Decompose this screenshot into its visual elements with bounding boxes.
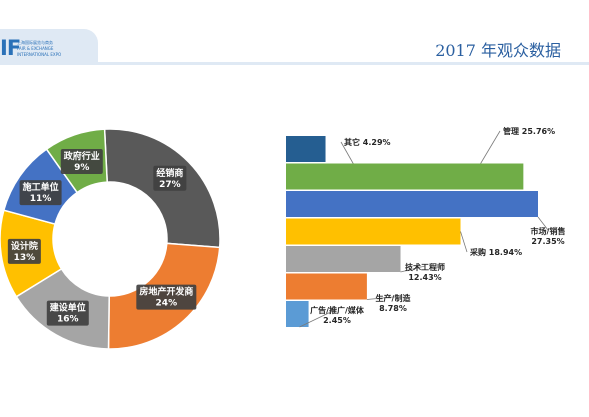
logo-mark: IF xyxy=(0,36,21,60)
bar-value-label: 4.29% xyxy=(363,138,391,147)
label-background xyxy=(136,284,197,310)
slice-value-label: 9% xyxy=(74,163,89,173)
leader-line xyxy=(366,296,394,300)
label-background xyxy=(153,165,187,191)
leader-line xyxy=(537,216,549,231)
logo-line: FAIR & EXCHANGE xyxy=(17,46,54,51)
bar-category-label: 采购 xyxy=(469,247,489,257)
label-background xyxy=(7,238,41,264)
leader-line xyxy=(480,130,501,164)
bar-data-label: 其它 4.29% xyxy=(344,137,391,147)
expo-logo: IF 上海国际展览与商务 FAIR & EXCHANGE INTERNATION… xyxy=(0,36,92,62)
slice-value-label: 27% xyxy=(159,180,181,190)
page-title: 2017 年观众数据 xyxy=(435,41,561,60)
bar-value-label: 12.43% xyxy=(408,273,441,282)
logo-line: 上海国际展览与商务 xyxy=(17,40,53,45)
bar-value-label: 27.35% xyxy=(531,237,564,246)
slice-category-label: 经销商 xyxy=(156,167,183,179)
slice-category-label: 房地产开发商 xyxy=(139,286,193,298)
leader-line xyxy=(400,265,426,273)
leader-line xyxy=(299,308,338,328)
slice-category-label: 施工单位 xyxy=(23,181,59,193)
bar-category-label: 其它 xyxy=(344,137,363,147)
slice-category-label: 建设单位 xyxy=(50,302,86,314)
bar xyxy=(286,163,524,190)
label-background xyxy=(19,180,62,206)
slice-value-label: 16% xyxy=(57,315,79,325)
bar xyxy=(286,218,461,245)
bar-category-label: 管理 xyxy=(503,126,522,136)
bar-data-label: 采购 18.94% xyxy=(469,247,522,257)
slice-category-label: 设计院 xyxy=(11,240,38,252)
bar-value-label: 18.94% xyxy=(489,248,522,257)
bar xyxy=(286,301,309,327)
bar-category-label: 市场/销售 xyxy=(531,226,566,236)
bar xyxy=(286,273,367,300)
slice-category-label: 政府行业 xyxy=(64,150,100,162)
header-rule xyxy=(98,62,589,65)
bar xyxy=(286,246,401,272)
bar xyxy=(286,191,538,217)
leader-line xyxy=(460,231,468,253)
slice-value-label: 24% xyxy=(156,299,178,309)
label-background xyxy=(60,149,103,175)
label-background xyxy=(46,300,89,326)
bar-category-label: 广告/推广/媒体 xyxy=(310,305,365,315)
bar-value-label: 25.76% xyxy=(522,127,555,136)
slice-value-label: 13% xyxy=(14,253,36,263)
bar-value-label: 2.45% xyxy=(323,316,351,325)
bar-category-label: 生产/制造 xyxy=(376,293,411,303)
bar-value-label: 8.78% xyxy=(379,304,407,313)
header-band xyxy=(0,29,98,65)
logo-line: INTERNATIONAL EXPO xyxy=(17,52,62,57)
bar-category-label: 技术工程师 xyxy=(405,262,445,272)
bar xyxy=(286,136,326,162)
bar-data-label: 管理 25.76% xyxy=(503,126,555,136)
slice-value-label: 11% xyxy=(30,194,52,204)
